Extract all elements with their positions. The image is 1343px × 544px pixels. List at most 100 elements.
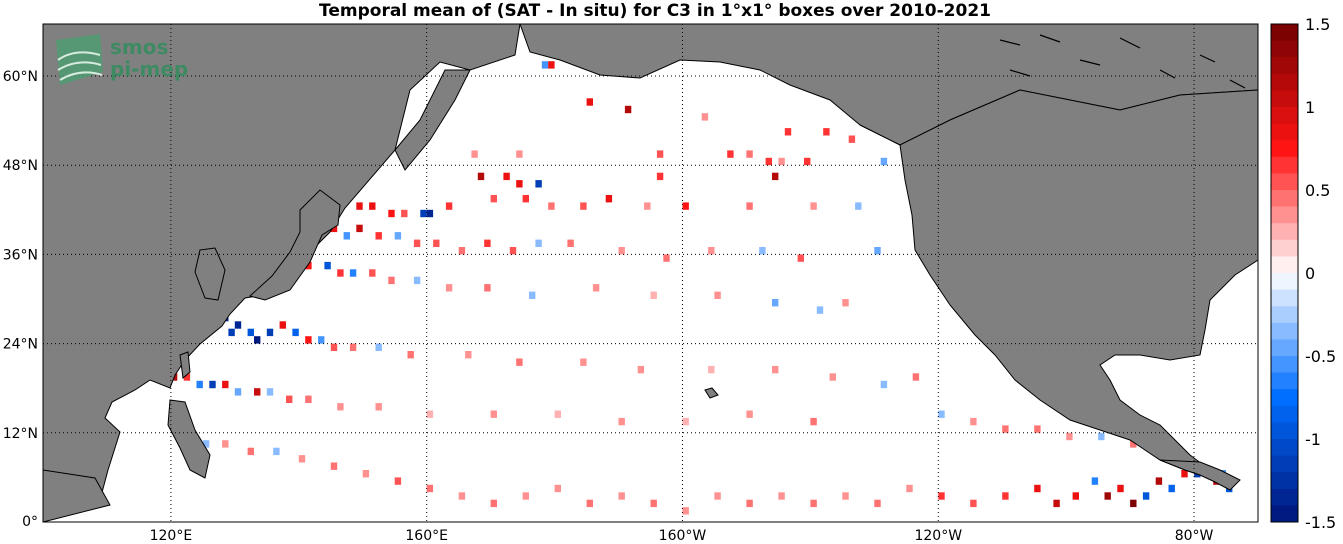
heatmap-cell [234,388,242,396]
heatmap-cell [343,232,350,240]
latitude-tick-label: 48°N [3,158,38,174]
heatmap-cell [196,380,203,389]
land-taiwan [179,351,191,379]
heatmap-cell [592,284,600,292]
heatmap-cell [471,150,478,158]
heatmap-cell [682,202,689,210]
heatmap-cell [1142,492,1150,500]
heatmap-cell [938,492,945,500]
heatmap-cell [1053,499,1060,508]
heatmap-cell [1181,470,1188,478]
land-korea [194,247,226,301]
smos-pi-mep-logo: smos pi-mep [56,34,188,85]
heatmap-cell [477,172,485,181]
colorbar-swatch [1271,256,1298,274]
heatmap-cell [784,128,792,136]
colorbar-swatch [1271,107,1298,125]
heatmap-cell [420,209,427,218]
heatmap-cell [330,462,338,470]
heatmap-cell [529,291,536,299]
heatmap-cell [1002,492,1009,500]
colorbar-swatch [1271,57,1298,75]
heatmap-cell [701,113,709,121]
heatmap-cell [912,373,920,381]
heatmap-cell [650,291,657,299]
heatmap-cell [445,202,453,210]
longitude-tick-label: 160°W [659,528,707,544]
latitude-tick-label: 36°N [3,247,38,263]
heatmap-cell [266,388,274,396]
land-hawaii [704,387,719,399]
heatmap-cell [394,477,402,485]
heatmap-cell [535,180,542,188]
heatmap-cell [842,492,849,500]
heatmap-cell [797,254,804,262]
colorbar-swatch [1271,488,1298,506]
heatmap-cell [426,484,434,493]
longitude-tick-label: 160°E [405,528,448,544]
heatmap-cell [1034,484,1041,493]
heatmap-cell [458,247,466,255]
heatmap-cell [548,61,555,69]
heatmap-cell [324,261,331,270]
heatmap-cell [938,410,945,418]
heatmap-cell [880,157,888,166]
colorbar-swatch [1271,173,1298,191]
heatmap-cell [362,470,370,478]
heatmap-cell [465,351,472,359]
heatmap-cell [682,417,689,426]
heatmap-cell [516,358,523,366]
latitude-tick-label: 60°N [3,69,38,85]
heatmap-cell [586,499,593,508]
heatmap-cell [330,224,338,233]
heatmap-cell [388,209,395,218]
heatmap-cell [1117,484,1124,493]
latitude-tick-labels: 0° 12°N 24°N 36°N 48°N 60°N [3,69,38,530]
heatmap-cell [356,224,363,233]
heatmap-cell [580,358,587,366]
heatmap-cell [759,247,766,255]
colorbar-swatch [1271,372,1298,390]
heatmap-cell [637,365,645,374]
heatmap-cell [433,239,440,247]
logo-line2: pi-mep [110,57,188,81]
heatmap-cell [714,492,721,500]
heatmap-cell [286,395,293,403]
colorbar-tick-label: -1 [1305,430,1321,449]
heatmap-cell [330,343,338,351]
logo-line1: smos [110,35,168,59]
latitude-tick-label: 12°N [3,426,38,442]
colorbar-tick-label: 0 [1305,264,1315,283]
colorbar-swatch [1271,339,1298,357]
heatmap-cell [1104,492,1111,500]
heatmap-cell [682,507,689,515]
heatmap-cell [810,499,817,508]
heatmap-cell [880,380,888,389]
heatmap-cell [567,239,574,247]
heatmap-cell [656,172,664,181]
heatmap-cell [254,336,261,344]
colorbar-swatch [1271,140,1298,158]
heatmap-cell [273,447,280,456]
heatmap-cell [375,343,382,351]
heatmap-cell [254,388,261,396]
heatmap-cell [618,492,625,500]
heatmap-cell [484,284,491,292]
heatmap-cell [337,269,344,277]
heatmap-cell [535,239,542,247]
heatmap-cell [369,202,376,210]
heatmap-cell [663,254,670,262]
colorbar-tick-label: 1 [1305,98,1315,117]
heatmap-cell [810,417,817,426]
heatmap-cell [375,232,382,240]
land-kamchatka [394,69,471,171]
colorbar-swatch [1271,356,1298,374]
heatmap-cell [823,128,830,136]
heatmap-cell [816,306,824,314]
colorbar-swatch [1271,289,1298,307]
heatmap-cell [874,499,881,508]
colorbar-swatch [1271,73,1298,91]
colorbar-tick-label: -1.5 [1305,513,1336,532]
heatmap-cell [906,484,913,493]
heatmap-cell [490,410,497,418]
